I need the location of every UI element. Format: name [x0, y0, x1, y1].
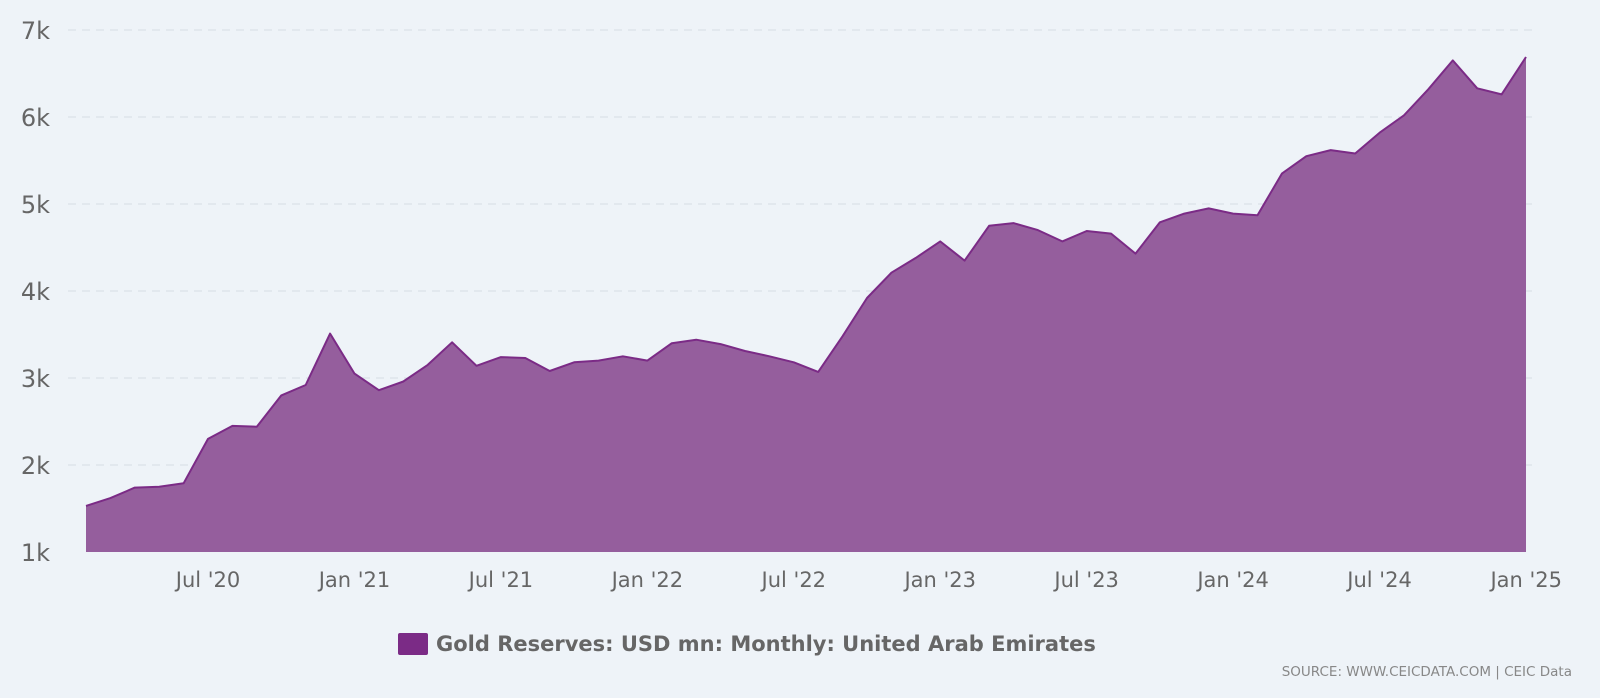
x-tick-label: Jul '21	[467, 568, 534, 592]
x-tick-label: Jul '20	[174, 568, 241, 592]
data-point[interactable]	[1106, 229, 1116, 239]
data-point[interactable]	[838, 331, 848, 341]
y-tick-label: 4k	[21, 278, 50, 306]
data-point[interactable]	[1277, 169, 1287, 179]
legend-label: Gold Reserves: USD mn: Monthly: United A…	[436, 632, 1096, 656]
data-point[interactable]	[935, 236, 945, 246]
data-point[interactable]	[1228, 209, 1238, 219]
data-point[interactable]	[642, 356, 652, 366]
y-tick-label: 3k	[21, 365, 50, 393]
data-point[interactable]	[984, 221, 994, 231]
data-point[interactable]	[398, 377, 408, 387]
data-point[interactable]	[81, 501, 91, 511]
data-point[interactable]	[496, 352, 506, 362]
y-tick-label: 7k	[21, 17, 50, 45]
x-tick-label: Jul '22	[760, 568, 827, 592]
data-point[interactable]	[716, 339, 726, 349]
y-tick-label: 1k	[21, 539, 50, 567]
x-tick-label: Jan '22	[610, 568, 684, 592]
data-point[interactable]	[1399, 110, 1409, 120]
x-axis-ticks: Jul '20 Jan '21 Jul '21 Jan '22 Jul '22 Jan '…	[174, 568, 1562, 592]
data-point[interactable]	[740, 346, 750, 356]
data-point[interactable]	[374, 385, 384, 395]
data-point[interactable]	[520, 353, 530, 363]
data-point[interactable]	[618, 351, 628, 361]
x-tick-label: Jul '24	[1345, 568, 1412, 592]
x-tick-label: Jul '23	[1052, 568, 1119, 592]
data-point[interactable]	[472, 361, 482, 371]
data-point[interactable]	[1448, 55, 1458, 65]
series-area-fill[interactable]	[86, 57, 1526, 552]
data-point[interactable]	[545, 366, 555, 376]
data-point[interactable]	[447, 337, 457, 347]
data-point[interactable]	[350, 369, 360, 379]
data-point[interactable]	[594, 356, 604, 366]
data-point[interactable]	[1082, 226, 1092, 236]
data-point[interactable]	[886, 268, 896, 278]
data-point[interactable]	[1423, 84, 1433, 94]
legend-swatch	[398, 633, 428, 655]
data-point[interactable]	[1301, 151, 1311, 161]
data-point[interactable]	[179, 478, 189, 488]
source-credit: SOURCE: WWW.CEICDATA.COM | CEIC Data	[1281, 664, 1572, 680]
x-tick-label: Jan '25	[1488, 568, 1562, 592]
data-point[interactable]	[1179, 209, 1189, 219]
data-point[interactable]	[1521, 52, 1531, 62]
series-area[interactable]	[81, 52, 1531, 552]
y-tick-label: 5k	[21, 191, 50, 219]
data-point[interactable]	[154, 482, 164, 492]
data-point[interactable]	[813, 367, 823, 377]
data-point[interactable]	[911, 253, 921, 263]
data-point[interactable]	[1472, 83, 1482, 93]
data-point[interactable]	[1155, 217, 1165, 227]
data-point[interactable]	[789, 357, 799, 367]
data-point[interactable]	[764, 351, 774, 361]
data-point[interactable]	[1057, 236, 1067, 246]
x-tick-label: Jan '21	[317, 568, 391, 592]
data-point[interactable]	[1326, 145, 1336, 155]
data-point[interactable]	[276, 390, 286, 400]
data-point[interactable]	[105, 493, 115, 503]
data-point[interactable]	[227, 421, 237, 431]
x-tick-label: Jan '23	[902, 568, 976, 592]
y-tick-label: 2k	[21, 452, 50, 480]
data-point[interactable]	[1204, 203, 1214, 213]
data-point[interactable]	[667, 338, 677, 348]
data-point[interactable]	[1009, 218, 1019, 228]
y-axis-ticks: 1k 2k 3k 4k 5k 6k 7k	[21, 17, 50, 567]
y-tick-label: 6k	[21, 104, 50, 132]
data-point[interactable]	[1350, 149, 1360, 159]
data-point[interactable]	[203, 434, 213, 444]
data-point[interactable]	[569, 357, 579, 367]
data-point[interactable]	[1497, 89, 1507, 99]
series-line[interactable]	[85, 56, 1527, 507]
data-point[interactable]	[301, 380, 311, 390]
data-point[interactable]	[130, 483, 140, 493]
legend[interactable]: Gold Reserves: USD mn: Monthly: United A…	[398, 632, 1096, 656]
data-point[interactable]	[252, 422, 262, 432]
data-point[interactable]	[960, 256, 970, 266]
data-point[interactable]	[423, 360, 433, 370]
data-point[interactable]	[1131, 249, 1141, 259]
data-point[interactable]	[325, 329, 335, 339]
data-point[interactable]	[862, 293, 872, 303]
x-tick-label: Jan '24	[1195, 568, 1269, 592]
data-point[interactable]	[1375, 128, 1385, 138]
data-point[interactable]	[1253, 210, 1263, 220]
data-point[interactable]	[691, 335, 701, 345]
data-point[interactable]	[1033, 225, 1043, 235]
